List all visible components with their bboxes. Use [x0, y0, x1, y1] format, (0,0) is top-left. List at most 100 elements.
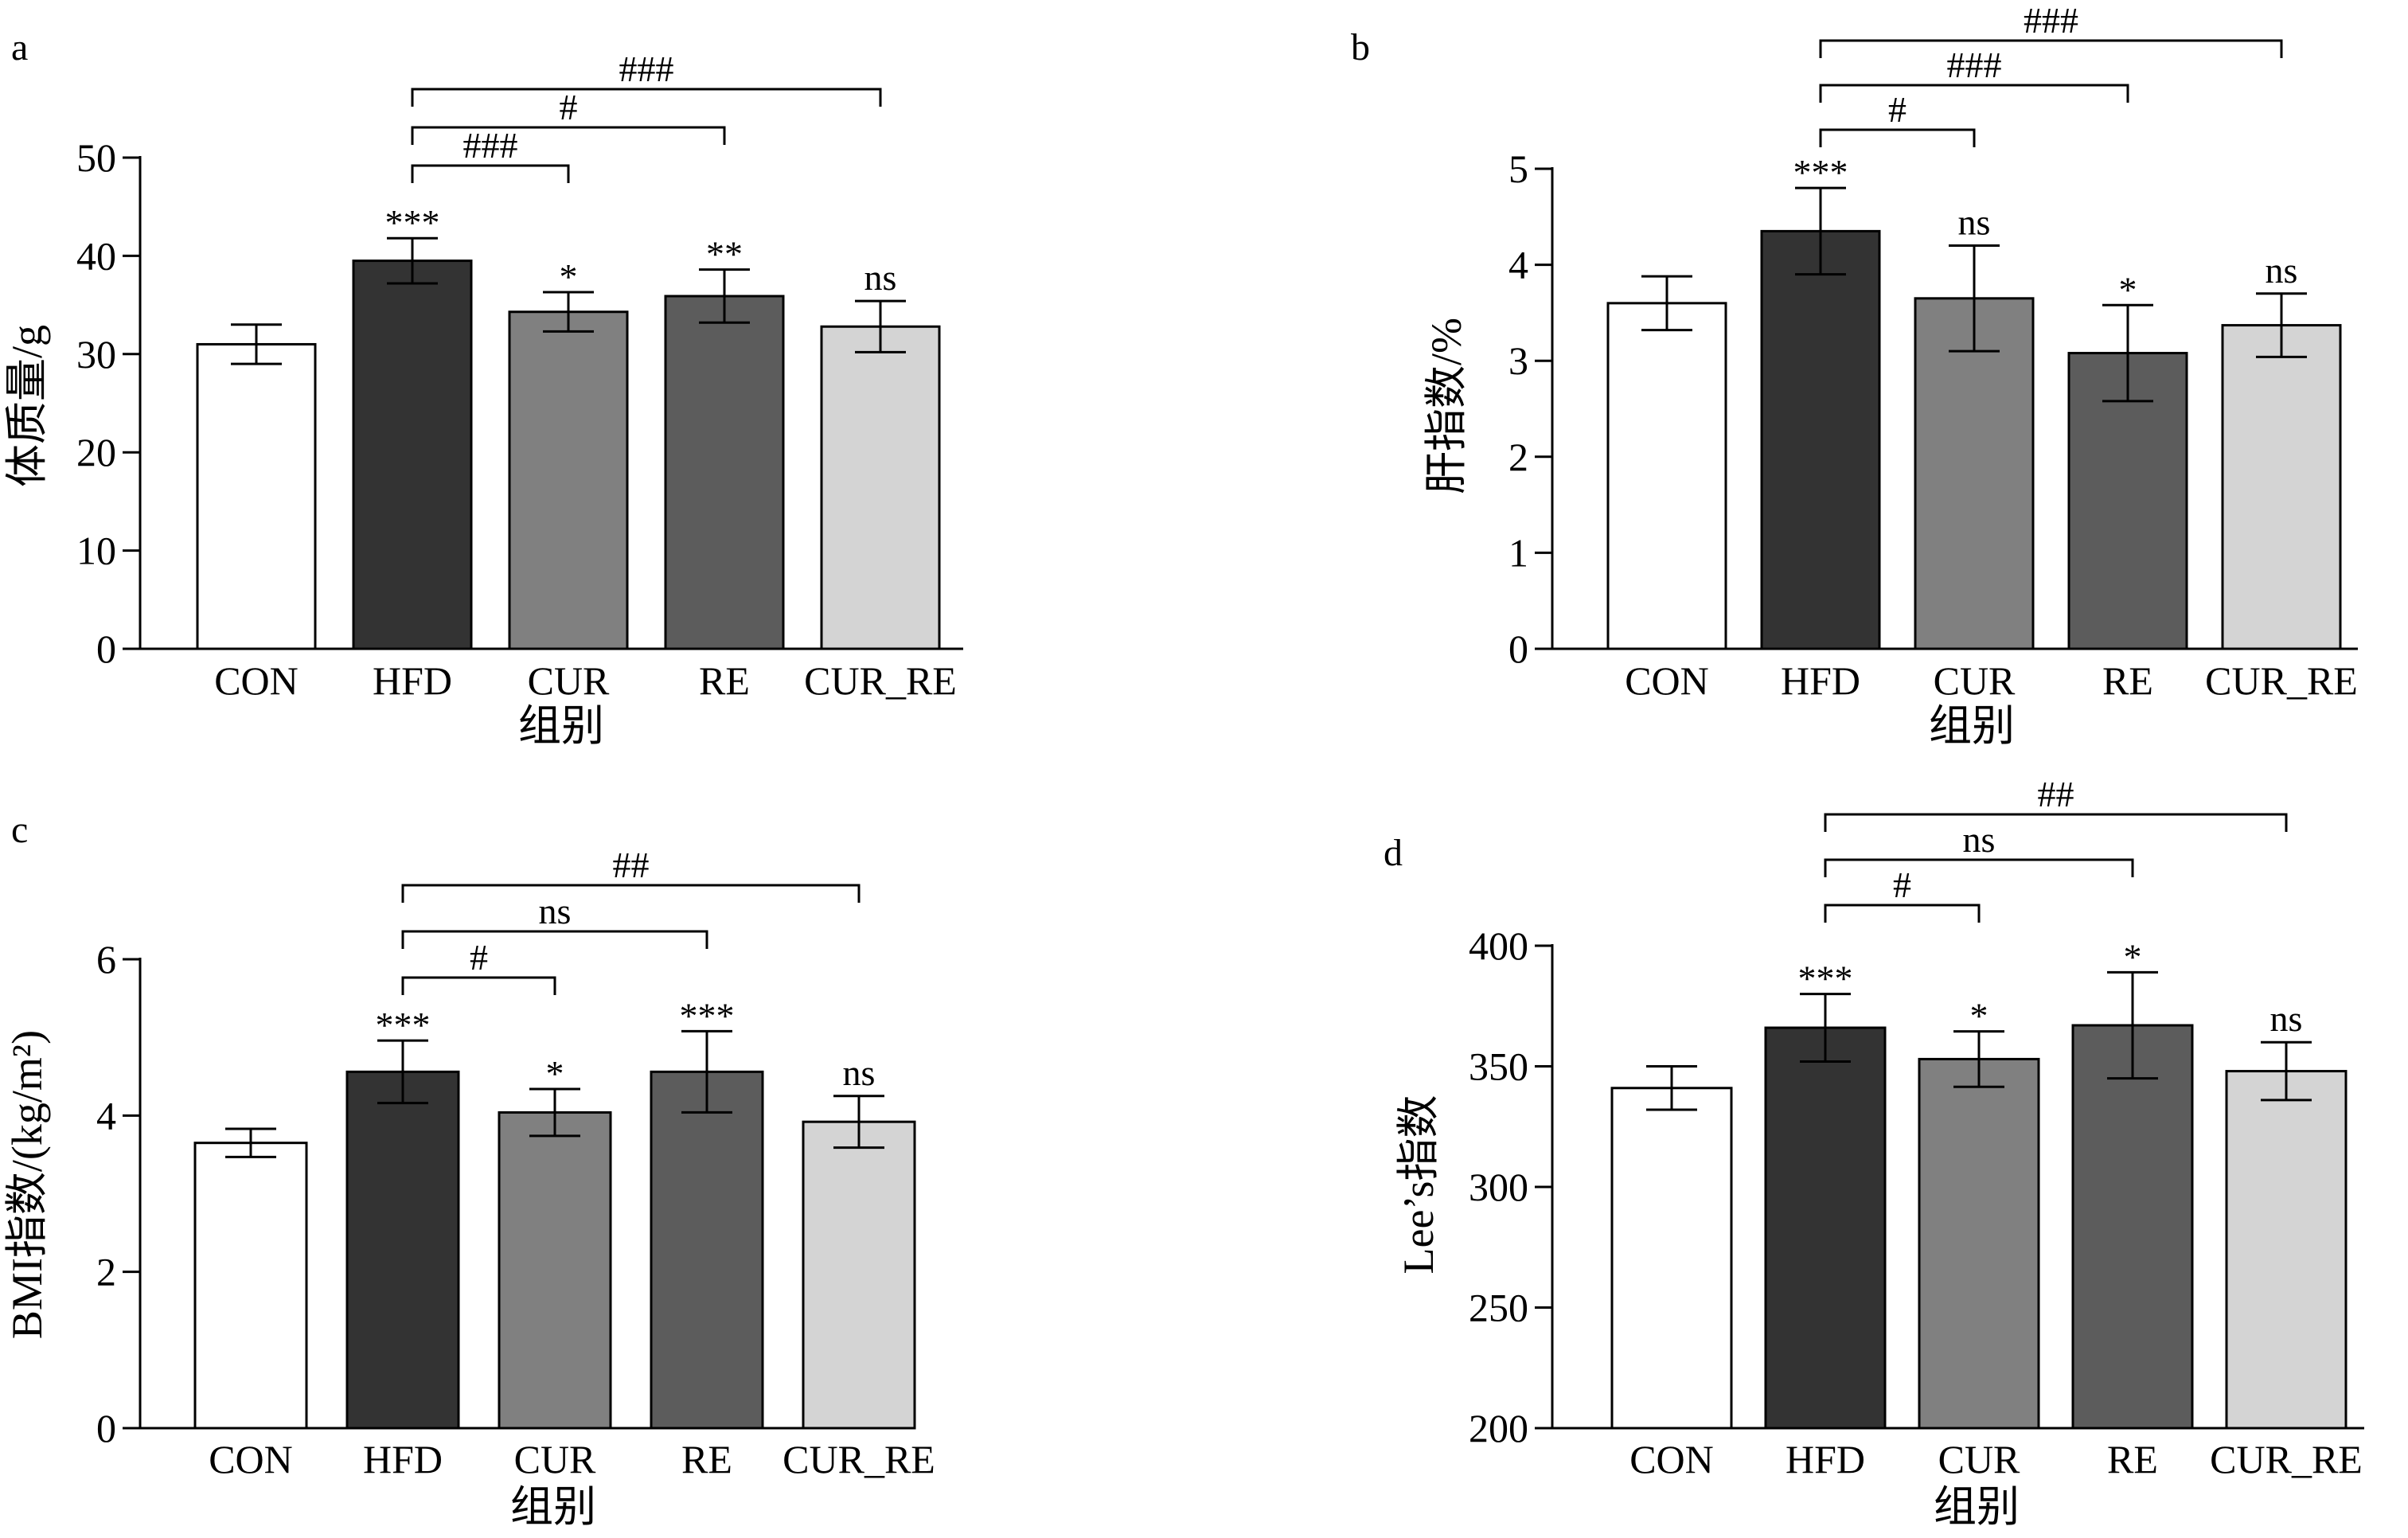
y-tick-label: 4	[1508, 243, 1528, 287]
category-label: CUR_RE	[804, 658, 957, 703]
significance-mark: ***	[1793, 152, 1848, 193]
comparison-label: ##	[2038, 774, 2074, 814]
category-label: CON	[214, 658, 299, 703]
comparison-label: ###	[463, 125, 518, 166]
category-label: CON	[209, 1437, 293, 1481]
category-label: CON	[1625, 658, 1709, 703]
y-tick-label: 50	[76, 135, 116, 180]
category-label: HFD	[363, 1437, 443, 1481]
y-tick-label: 30	[76, 332, 116, 377]
comparison-bracket	[401, 884, 861, 903]
x-axis-title: 组别	[1934, 1483, 2020, 1531]
comparison-bracket	[1819, 84, 2129, 103]
bar-cur	[498, 1111, 612, 1430]
significance-mark: ***	[376, 1005, 431, 1045]
bar-hfd	[345, 1070, 460, 1430]
significance-mark: *	[546, 1053, 564, 1094]
panel-letter: c	[11, 809, 28, 851]
bar-con	[1610, 1087, 1733, 1430]
comparison-label: ###	[1947, 45, 2002, 85]
comparison-label: ns	[539, 891, 572, 931]
comparison-bracket	[1824, 858, 2134, 877]
comparison-label: #	[560, 87, 578, 127]
category-label: HFD	[1781, 658, 1860, 703]
comparison-label: #	[470, 937, 488, 978]
significance-mark: ***	[385, 202, 440, 243]
x-axis-title: 组别	[1929, 702, 2015, 750]
category-label: CUR_RE	[2205, 658, 2358, 703]
significance-mark: ***	[680, 995, 735, 1036]
bar-cur-re	[2221, 324, 2342, 650]
significance-mark: **	[706, 234, 743, 275]
bar-con	[1606, 302, 1727, 650]
bar-re	[2071, 1024, 2194, 1430]
comparison-label: ##	[613, 845, 650, 885]
y-tick-label: 20	[76, 430, 116, 474]
category-label: RE	[681, 1437, 732, 1481]
y-axis-title: BMI指数/(kg/m²)	[3, 1030, 51, 1339]
significance-mark: ***	[1798, 958, 1853, 999]
comparison-bracket	[411, 88, 882, 107]
y-tick-label: 0	[96, 1406, 116, 1450]
comparison-bracket	[1824, 904, 1981, 923]
comparison-bracket	[1824, 813, 2288, 832]
y-tick-label: 1	[1508, 530, 1528, 575]
x-axis-title: 组别	[518, 702, 604, 750]
category-label: CUR	[1938, 1437, 2020, 1481]
significance-mark: ns	[864, 257, 897, 298]
y-tick-label: 300	[1469, 1165, 1528, 1209]
y-tick-label: 10	[76, 529, 116, 573]
panel-letter: a	[11, 26, 28, 68]
y-axis-title: 体质量/g	[3, 325, 51, 487]
comparison-bracket	[401, 930, 708, 949]
significance-mark: *	[2119, 269, 2137, 310]
y-tick-label: 4	[96, 1093, 116, 1138]
y-tick-label: 400	[1469, 923, 1528, 968]
category-label: HFD	[1786, 1437, 1865, 1481]
comparison-label: ###	[2024, 0, 2078, 41]
y-axis-title: Lee’s指数	[1395, 1095, 1442, 1275]
bar-cur-re	[2225, 1070, 2348, 1430]
comparison-label: ###	[619, 49, 674, 89]
comparison-label: ns	[1963, 819, 1996, 860]
significance-mark: *	[2124, 936, 2142, 977]
comparison-bracket	[1819, 128, 1976, 147]
significance-mark: *	[1970, 996, 1988, 1036]
category-label: CUR	[514, 1437, 596, 1481]
category-label: RE	[699, 658, 750, 703]
y-tick-label: 40	[76, 233, 116, 278]
bar-hfd	[1760, 229, 1881, 650]
chart-panel-c: c 0 2 4 6 BMI指数/(kg/m²) 组别 CON *** HFD * CUR *** RE ns…	[3, 809, 935, 1531]
category-label: CUR	[1934, 658, 2016, 703]
category-label: CUR_RE	[2210, 1437, 2363, 1481]
bar-cur	[1918, 1057, 2040, 1430]
category-label: CUR_RE	[783, 1437, 935, 1481]
comparison-bracket	[401, 976, 556, 995]
comparison-label: #	[1893, 865, 1911, 905]
bar-re	[664, 295, 785, 650]
y-tick-label: 0	[96, 627, 116, 671]
category-label: RE	[2107, 1437, 2158, 1481]
y-tick-label: 2	[1508, 435, 1528, 479]
bar-re	[650, 1070, 764, 1430]
bar-con	[196, 342, 317, 650]
comparison-label: #	[1888, 89, 1906, 130]
category-label: CON	[1629, 1437, 1714, 1481]
comparison-bracket	[411, 164, 570, 183]
significance-mark: ns	[1958, 201, 1991, 242]
chart-panel-b: b 0 1 2 3 4 5 肝指数/% 组别 CON *** HFD ns CUR * RE ns CUR_RE #…	[1351, 0, 2358, 750]
chart-panel-a: a 0 10 20 30 40 50 体质量/g 组别 CON *** HFD * CUR ** RE ns CU…	[3, 26, 963, 750]
category-label: CUR	[528, 658, 610, 703]
y-tick-label: 200	[1469, 1406, 1528, 1450]
category-label: RE	[2102, 658, 2153, 703]
bar-hfd	[352, 260, 473, 650]
bar-con	[193, 1142, 308, 1430]
y-tick-label: 350	[1469, 1044, 1528, 1089]
significance-mark: ns	[843, 1052, 876, 1093]
significance-mark: ns	[2266, 250, 2298, 291]
bar-cur-re	[802, 1120, 916, 1430]
y-tick-label: 5	[1508, 146, 1528, 191]
comparison-bracket	[411, 126, 726, 145]
y-tick-label: 6	[96, 937, 116, 982]
